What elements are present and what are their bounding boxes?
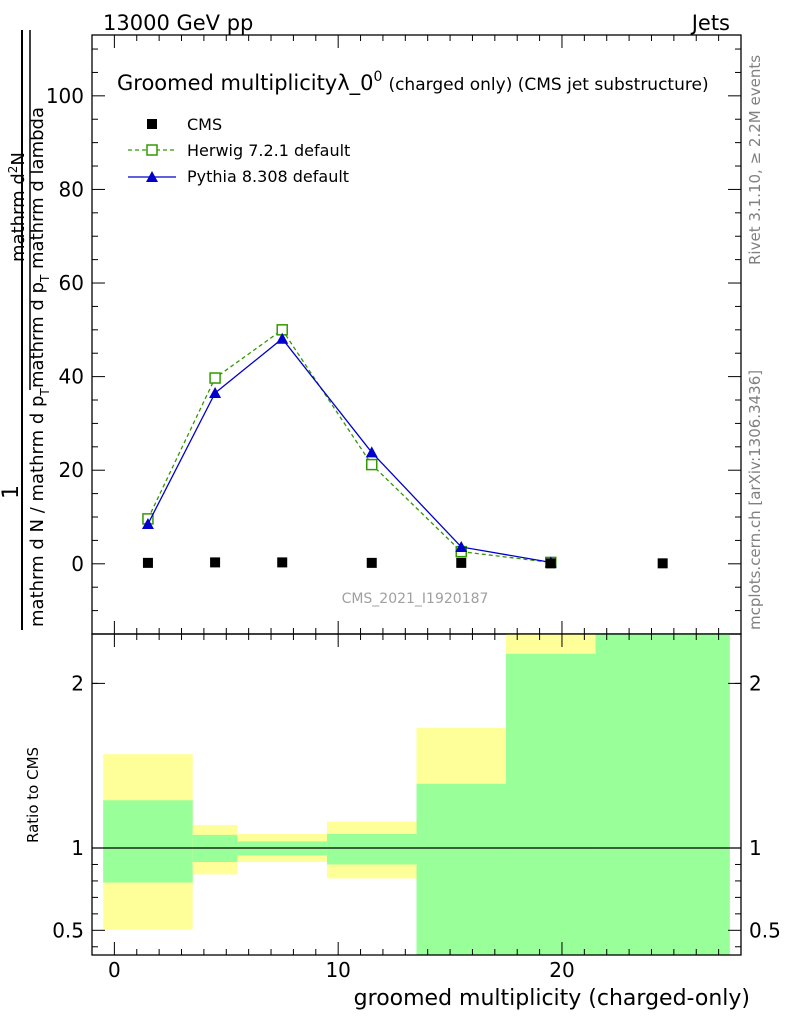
- category-label: Jets: [690, 11, 730, 35]
- ylabel-frac2-num-tail: N: [8, 152, 29, 165]
- y-tick-label: 40: [59, 365, 84, 389]
- cms-point: [657, 558, 668, 569]
- legend-pythia-marker: [146, 171, 158, 182]
- title-main: Groomed multiplicity: [117, 71, 337, 95]
- x-tick-label: 10: [325, 958, 350, 982]
- herwig-point: [209, 372, 221, 384]
- ratio-y-tick-label: 0.5: [52, 918, 84, 942]
- main-plot: 0 20 40 60 80 100: [46, 34, 742, 635]
- y-tick-label: 80: [59, 177, 84, 201]
- x-tick-label: 0: [108, 958, 121, 982]
- ylabel-frac2-numerator: mathrm d2N: [6, 152, 29, 262]
- ratio-y-tick-label: 2: [71, 671, 84, 695]
- legend-herwig-marker: [146, 144, 158, 156]
- cms-point: [142, 557, 153, 568]
- title-sup: 0: [374, 69, 383, 85]
- legend-cms-label: CMS: [187, 115, 222, 134]
- ratio-ylabel: Ratio to CMS: [24, 747, 42, 843]
- cms-point: [545, 558, 556, 569]
- ratio-plot: 0 10 20 0.5 0.5 1 1 2 2: [52, 633, 781, 982]
- ylabel-frac2-num-sup: 2: [6, 166, 20, 174]
- title-note: (charged only) (CMS jet substructure): [388, 75, 708, 95]
- y-tick-label: 60: [59, 271, 84, 295]
- x-axis-label: groomed multiplicity (charged-only): [354, 986, 750, 1011]
- pythia-point: [365, 446, 378, 458]
- pythia-point: [141, 518, 154, 530]
- herwig-line: [147, 328, 551, 564]
- ratio-y-tick-label-right: 2: [749, 671, 762, 695]
- energy-label: 13000 GeV pp: [103, 11, 253, 35]
- ratio-stat-band-5: [506, 653, 596, 955]
- pythia-point: [276, 332, 289, 344]
- analysis-watermark: CMS_2021_I1920187: [342, 591, 489, 607]
- herwig-point: [365, 458, 378, 471]
- cms-point: [277, 557, 288, 568]
- ylabel-denominator-sub: T: [38, 388, 52, 397]
- cms-point: [366, 557, 377, 568]
- title-lambda: λ_0: [337, 71, 373, 96]
- pythia-point: [455, 540, 468, 552]
- y-tick-label: 20: [59, 458, 84, 482]
- cms-point: [210, 557, 221, 568]
- ylabel-denominator: mathrm d N / mathrm d pT: [27, 388, 52, 627]
- main-ylabel: 1 mathrm d N / mathrm d pT mathrm d2N ma…: [0, 30, 52, 630]
- cms-point: [456, 557, 467, 568]
- pythia-line: [147, 337, 551, 564]
- ratio-frame: [91, 633, 742, 956]
- x-tick-label: 20: [549, 958, 574, 982]
- ylabel-frac2-den-tail: mathrm d lambda: [27, 107, 48, 275]
- ylabel-frac2-denominator: mathrm d pT mathrm d lambda: [27, 107, 52, 388]
- ylabel-frac2-num-main: mathrm d: [8, 173, 29, 262]
- plot-title: Groomed multiplicityλ_00 (charged only) (…: [117, 69, 709, 96]
- site-label: mcplots.cern.ch [arXiv:1306.3436]: [746, 370, 764, 630]
- y-tick-label: 100: [46, 84, 84, 108]
- ratio-y-tick-label-right: 1: [749, 836, 762, 860]
- ratio-stat-band-3: [326, 834, 417, 865]
- ylabel-denominator-main: mathrm d N / mathrm d p: [27, 396, 48, 627]
- pythia-point: [209, 386, 222, 398]
- ylabel-numerator: 1: [0, 485, 24, 499]
- ratio-y-tick-label-right: 0.5: [749, 918, 781, 942]
- legend-herwig-label: Herwig 7.2.1 default: [187, 141, 350, 160]
- legend: CMS Herwig 7.2.1 default Pythia 8.308 de…: [128, 115, 350, 186]
- rivet-label: Rivet 3.1.10, ≥ 2.2M events: [746, 55, 764, 265]
- y-tick-label: 0: [71, 552, 84, 576]
- ratio-stat-band-6: [595, 634, 730, 955]
- ratio-y-tick-label: 1: [71, 836, 84, 860]
- ylabel-frac2-den-sub: T: [38, 274, 52, 283]
- legend-cms-marker: [147, 119, 157, 129]
- ratio-stat-band-0: [103, 800, 193, 883]
- ratio-stat-band-4: [416, 783, 507, 955]
- ylabel-frac2-den-main: mathrm d p: [27, 282, 48, 388]
- legend-pythia-label: Pythia 8.308 default: [187, 167, 349, 186]
